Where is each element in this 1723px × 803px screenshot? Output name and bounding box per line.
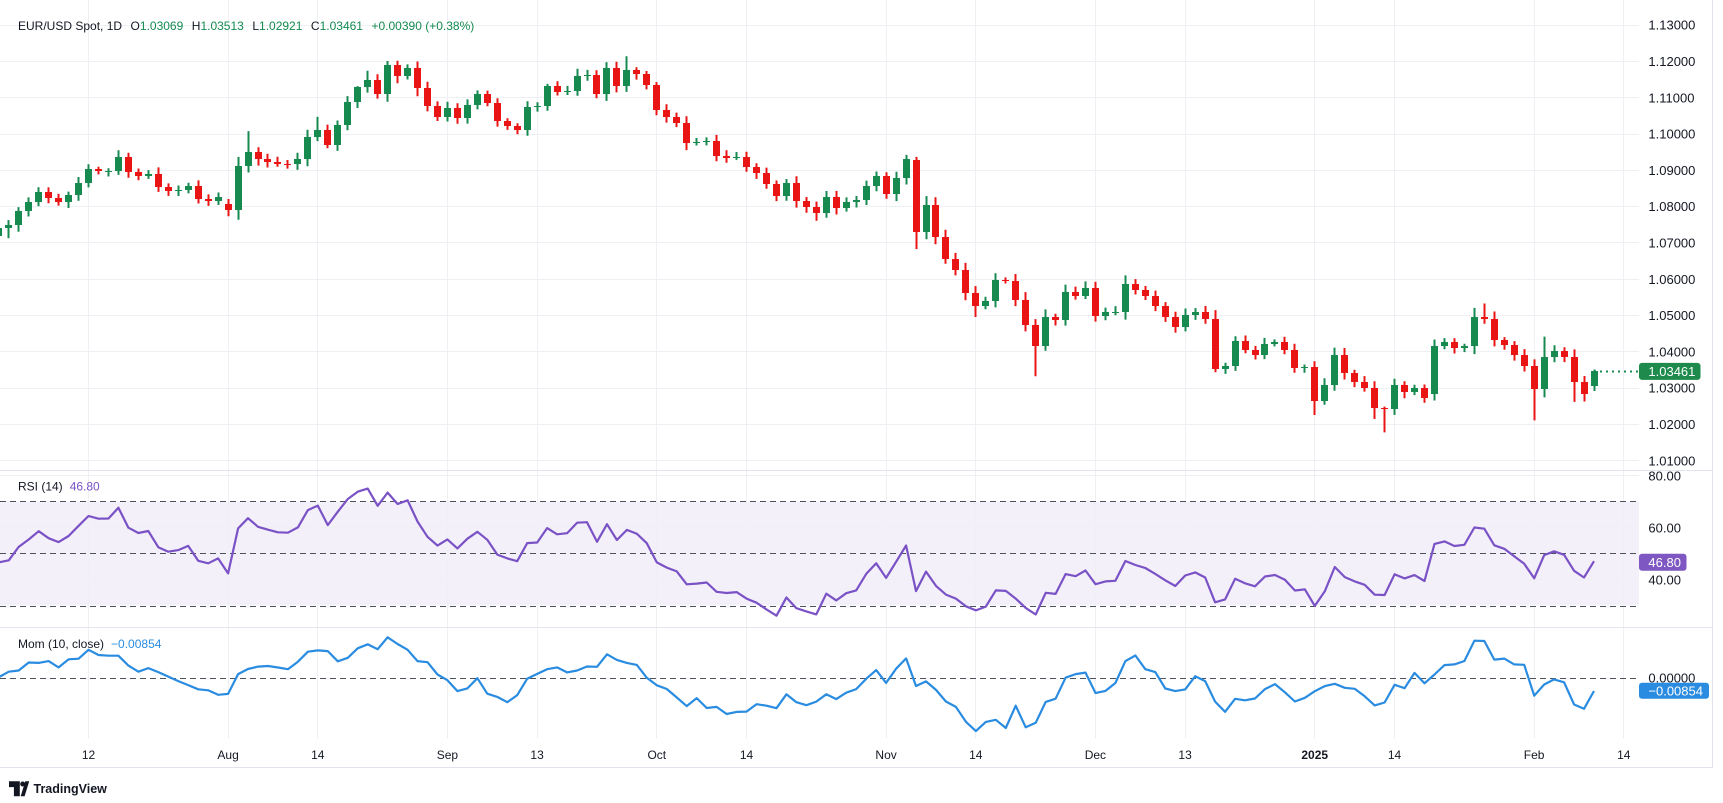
svg-text:TradingView: TradingView (34, 782, 108, 796)
svg-text:1.10000: 1.10000 (1648, 127, 1695, 142)
svg-text:14: 14 (311, 748, 325, 762)
svg-text:80.00: 80.00 (1648, 468, 1681, 483)
svg-text:1.05000: 1.05000 (1648, 308, 1695, 323)
svg-text:14: 14 (1388, 748, 1402, 762)
svg-text:1.06000: 1.06000 (1648, 272, 1695, 287)
svg-text:60.00: 60.00 (1648, 521, 1681, 536)
svg-text:1.04000: 1.04000 (1648, 344, 1695, 359)
svg-text:40.00: 40.00 (1648, 573, 1681, 588)
svg-text:1.11000: 1.11000 (1648, 90, 1694, 105)
svg-text:13: 13 (1178, 748, 1192, 762)
svg-text:1.01000: 1.01000 (1648, 453, 1695, 468)
svg-text:1.12000: 1.12000 (1648, 54, 1695, 69)
svg-text:Oct: Oct (647, 748, 666, 762)
svg-text:1.07000: 1.07000 (1648, 236, 1695, 251)
svg-text:−0.00854: −0.00854 (1648, 683, 1703, 698)
svg-text:2025: 2025 (1301, 748, 1328, 762)
svg-text:1.03000: 1.03000 (1648, 381, 1695, 396)
svg-text:1.02000: 1.02000 (1648, 417, 1695, 432)
svg-text:Sep: Sep (437, 748, 459, 762)
svg-text:14: 14 (969, 748, 983, 762)
svg-text:14: 14 (1617, 748, 1631, 762)
svg-text:Nov: Nov (875, 748, 896, 762)
svg-text:1.03461: 1.03461 (1648, 364, 1695, 379)
svg-text:Aug: Aug (217, 748, 238, 762)
svg-text:1.13000: 1.13000 (1648, 18, 1695, 33)
svg-text:14: 14 (740, 748, 754, 762)
svg-text:12: 12 (82, 748, 96, 762)
svg-text:1.09000: 1.09000 (1648, 163, 1695, 178)
svg-text:0.00000: 0.00000 (1648, 671, 1695, 686)
svg-text:1.08000: 1.08000 (1648, 199, 1695, 214)
svg-text:RSI (14)46.80: RSI (14) 46.80 (18, 480, 100, 494)
svg-text:13: 13 (530, 748, 544, 762)
svg-text:Feb: Feb (1524, 748, 1545, 762)
svg-text:Dec: Dec (1085, 748, 1106, 762)
svg-text:Mom (10, close)−0.00854: Mom (10, close) −0.00854 (18, 637, 162, 651)
svg-text:46.80: 46.80 (1648, 555, 1681, 570)
